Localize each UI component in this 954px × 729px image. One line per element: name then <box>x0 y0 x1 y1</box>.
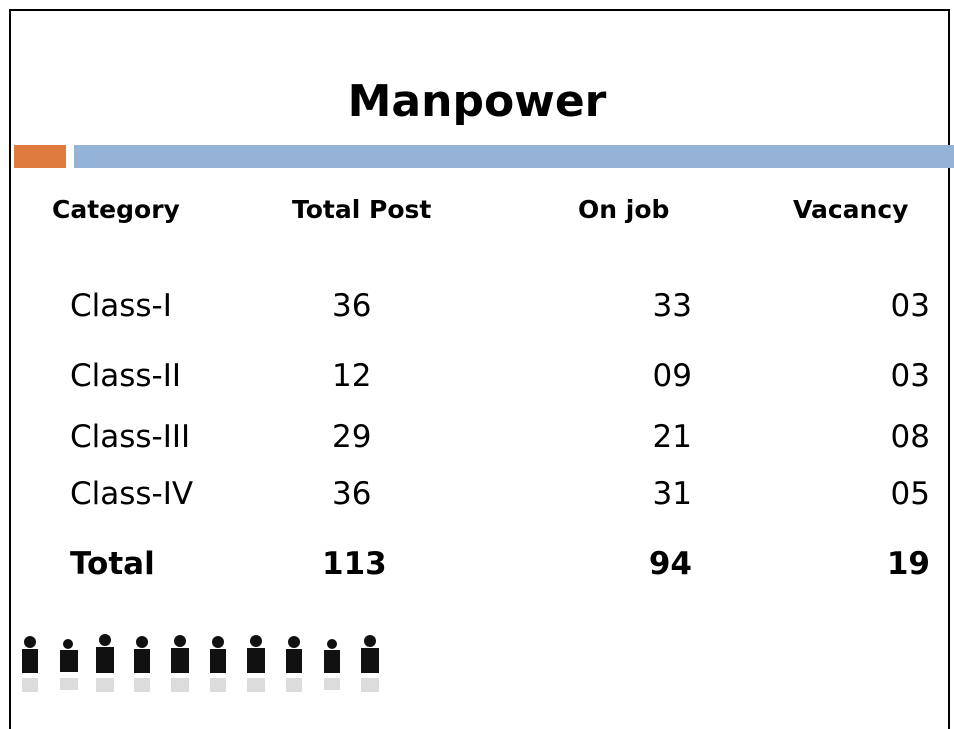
slide-title: Manpower <box>0 76 954 127</box>
table-cell: 21 <box>653 422 692 453</box>
total-label: Total <box>70 549 155 580</box>
table-cell: 09 <box>653 361 692 392</box>
table-cell: 36 <box>332 291 371 322</box>
table-cell: 31 <box>653 479 692 510</box>
slide: Manpower Category Total Post On job Vacancy… <box>0 0 954 720</box>
total-cell: 113 <box>322 549 387 580</box>
row-label: Class-III <box>70 422 190 453</box>
accent-bar <box>14 145 66 168</box>
row-label: Class-I <box>70 291 172 322</box>
table-cell: 33 <box>653 291 692 322</box>
table-cell: 29 <box>332 422 371 453</box>
table-cell: 03 <box>891 361 930 392</box>
table-cell: 08 <box>891 422 930 453</box>
column-header: Category <box>52 197 180 222</box>
table-cell: 03 <box>891 291 930 322</box>
total-cell: 94 <box>649 549 692 580</box>
table-cell: 12 <box>332 361 371 392</box>
column-header: Total Post <box>292 197 431 222</box>
row-label: Class-IV <box>70 479 193 510</box>
row-label: Class-II <box>70 361 181 392</box>
accent-bar <box>74 145 954 168</box>
table-cell: 36 <box>332 479 371 510</box>
table-cell: 05 <box>891 479 930 510</box>
people-illustration <box>10 630 410 720</box>
column-header: Vacancy <box>793 197 908 222</box>
column-header: On job <box>578 197 669 222</box>
total-cell: 19 <box>887 549 930 580</box>
